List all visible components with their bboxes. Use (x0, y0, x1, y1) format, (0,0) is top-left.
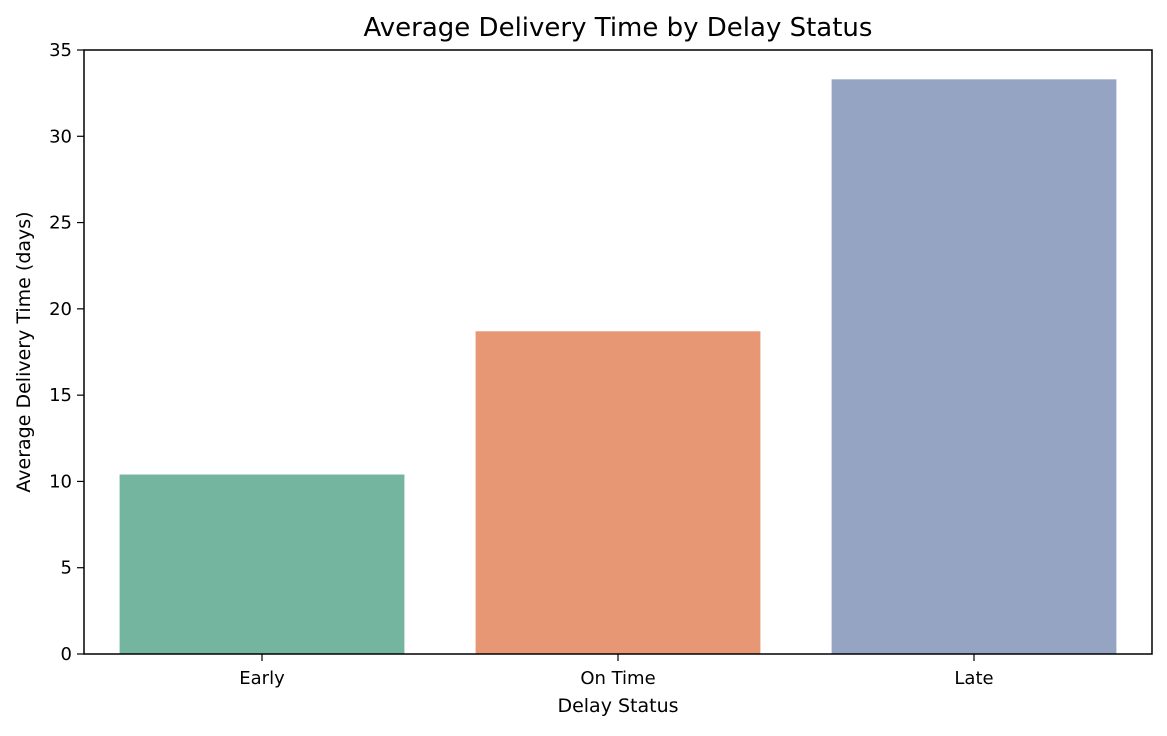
y-axis-label: Average Delivery Time (days) (13, 211, 35, 492)
x-axis-label: Delay Status (557, 695, 678, 717)
y-tick-label: 30 (49, 126, 72, 147)
bar-early (119, 474, 405, 654)
y-tick-label: 5 (61, 558, 72, 579)
plot-frame (83, 49, 1153, 655)
bar-on-time (475, 331, 761, 654)
y-tick-label: 0 (61, 644, 72, 665)
x-tick-label: Early (239, 668, 285, 689)
y-tick-label: 35 (49, 40, 72, 61)
y-tick-label: 15 (49, 385, 72, 406)
bars-layer (119, 79, 1117, 654)
x-tick-label: Late (954, 668, 993, 689)
x-tick-label: On Time (580, 668, 655, 689)
y-tick-label: 25 (49, 213, 72, 234)
y-tick-label: 20 (49, 299, 72, 320)
y-tick-label: 10 (49, 471, 72, 492)
bar-late (831, 79, 1117, 654)
chart-title: Average Delivery Time by Delay Status (364, 13, 873, 43)
y-axis: 0 5 10 15 20 25 30 35 (49, 40, 84, 665)
x-axis: Early On Time Late (239, 654, 994, 689)
